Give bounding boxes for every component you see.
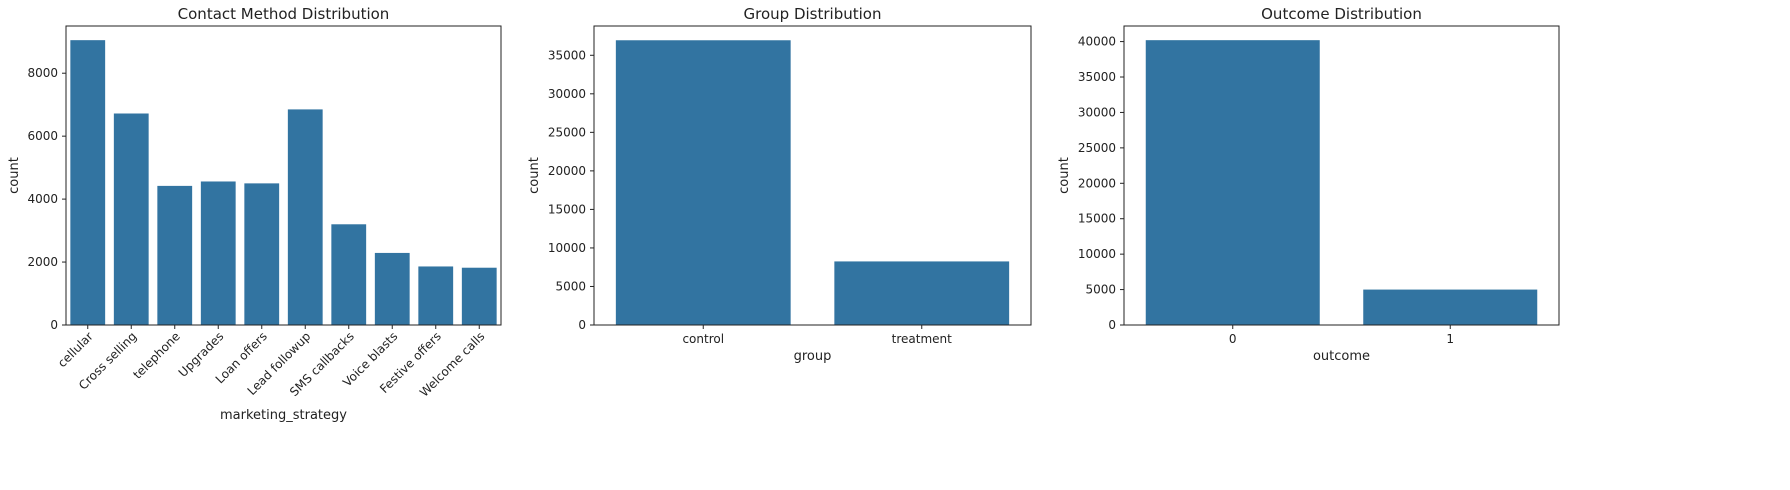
x-tick-label: cellular [55,329,96,370]
y-tick-label: 10000 [548,241,586,255]
bar-voice-blasts [374,252,410,325]
y-tick-label: 2000 [27,255,58,269]
y-tick-label: 0 [578,318,586,332]
y-axis-label: count [527,157,542,194]
x-axis-label: group [794,349,832,364]
bar-1 [1363,289,1538,325]
bar-festive-offers [418,266,454,325]
bar-sms-callbacks [331,224,367,325]
y-tick-label: 5000 [555,279,586,293]
bar-control [615,40,791,326]
y-tick-label: 30000 [548,87,586,101]
axes-frame [1123,25,1560,326]
bar-0 [1145,40,1320,325]
bar-lead-followup [287,109,323,325]
y-tick-label: 25000 [1078,141,1116,155]
bar-cellular [70,40,106,326]
x-tick-label: control [682,332,724,346]
y-tick-label: 40000 [1078,35,1116,49]
x-axis-label: marketing_strategy [220,408,347,423]
y-tick-label: 0 [50,318,58,332]
x-tick-label: 0 [1229,332,1237,346]
bar-upgrades [200,181,236,325]
bar-welcome-calls [461,267,497,325]
bar-telephone [157,185,193,325]
bar-cross-selling [113,113,149,325]
y-tick-label: 25000 [548,125,586,139]
y-tick-label: 5000 [1085,283,1116,297]
y-tick-label: 35000 [548,48,586,62]
y-tick-label: 20000 [1078,176,1116,190]
y-axis-label: count [7,157,22,194]
chart-title: Contact Method Distribution [178,5,390,23]
chart-panel-3: 0 5000 10000 15000 20000 25000 30000 35000 40000… [1057,5,1560,364]
chart-title: Group Distribution [744,5,882,23]
y-tick-label: 30000 [1078,105,1116,119]
x-tick-label: telephone [130,329,183,382]
y-tick-label: 8000 [27,66,58,80]
y-axis-label: count [1057,157,1072,194]
y-tick-label: 20000 [548,164,586,178]
axes-frame [593,25,1032,326]
chart-title: Outcome Distribution [1261,5,1422,23]
y-tick-label: 4000 [27,192,58,206]
y-tick-label: 15000 [548,202,586,216]
y-tick-label: 35000 [1078,70,1116,84]
x-tick-label: 1 [1446,332,1454,346]
y-tick-label: 6000 [27,129,58,143]
chart-panel-2: 0 5000 10000 15000 20000 25000 30000 35000 contr… [527,5,1032,364]
x-tick-label: treatment [892,332,952,346]
y-tick-label: 0 [1108,318,1116,332]
axes-frame [65,25,502,326]
y-tick-label: 10000 [1078,247,1116,261]
x-axis-label: outcome [1313,349,1370,364]
bar-loan-offers [244,183,280,325]
y-tick-label: 15000 [1078,212,1116,226]
bar-treatment [834,261,1010,325]
